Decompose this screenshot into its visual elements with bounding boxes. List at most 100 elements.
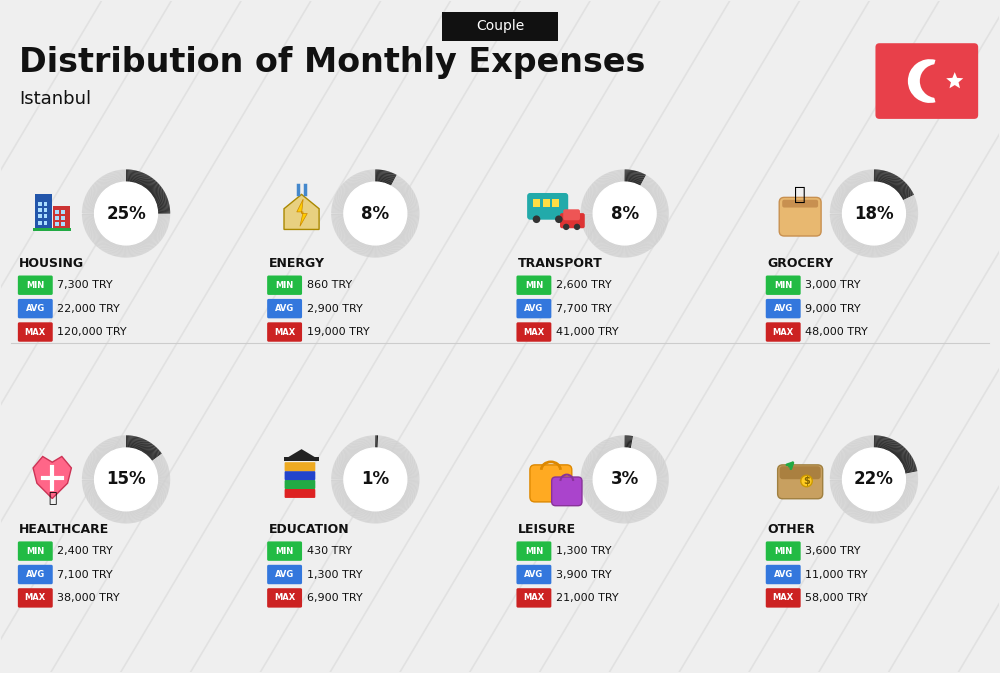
FancyBboxPatch shape [61, 210, 65, 213]
Text: AVG: AVG [774, 570, 793, 579]
Text: 8%: 8% [361, 205, 389, 223]
Text: 3%: 3% [611, 470, 639, 489]
FancyBboxPatch shape [38, 208, 42, 212]
Polygon shape [946, 72, 963, 88]
FancyBboxPatch shape [766, 565, 801, 584]
FancyBboxPatch shape [55, 210, 59, 213]
FancyBboxPatch shape [44, 221, 47, 225]
FancyBboxPatch shape [44, 215, 47, 218]
Text: MAX: MAX [773, 328, 794, 336]
Circle shape [95, 448, 157, 511]
Text: 3,600 TRY: 3,600 TRY [805, 546, 861, 556]
FancyBboxPatch shape [285, 471, 315, 480]
Text: AVG: AVG [275, 570, 294, 579]
FancyBboxPatch shape [61, 223, 65, 226]
Text: 1%: 1% [361, 470, 389, 489]
FancyBboxPatch shape [35, 194, 52, 229]
Text: 1,300 TRY: 1,300 TRY [307, 569, 362, 579]
Text: Distribution of Monthly Expenses: Distribution of Monthly Expenses [19, 46, 646, 79]
FancyBboxPatch shape [38, 202, 42, 205]
Circle shape [533, 215, 540, 223]
FancyBboxPatch shape [552, 199, 559, 207]
FancyBboxPatch shape [267, 322, 302, 342]
Text: 3,900 TRY: 3,900 TRY [556, 569, 611, 579]
FancyBboxPatch shape [527, 193, 568, 219]
Text: 18%: 18% [854, 205, 894, 223]
FancyBboxPatch shape [267, 565, 302, 584]
FancyBboxPatch shape [18, 299, 53, 318]
FancyBboxPatch shape [778, 465, 823, 499]
Text: AVG: AVG [774, 304, 793, 313]
FancyBboxPatch shape [53, 205, 70, 229]
Text: MIN: MIN [275, 281, 294, 289]
FancyBboxPatch shape [38, 221, 42, 225]
Text: 430 TRY: 430 TRY [307, 546, 352, 556]
Text: MAX: MAX [25, 328, 46, 336]
Text: MAX: MAX [274, 328, 295, 336]
Circle shape [843, 182, 905, 245]
FancyBboxPatch shape [533, 199, 540, 207]
Circle shape [574, 223, 580, 230]
Text: MAX: MAX [523, 328, 545, 336]
Text: MAX: MAX [25, 594, 46, 602]
Text: 11,000 TRY: 11,000 TRY [805, 569, 868, 579]
Text: AVG: AVG [524, 304, 544, 313]
Text: MAX: MAX [523, 594, 545, 602]
Text: Istanbul: Istanbul [19, 90, 91, 108]
Text: 3,000 TRY: 3,000 TRY [805, 280, 861, 290]
Text: LEISURE: LEISURE [518, 523, 576, 536]
FancyBboxPatch shape [285, 480, 315, 489]
FancyBboxPatch shape [766, 588, 801, 608]
FancyBboxPatch shape [267, 299, 302, 318]
FancyBboxPatch shape [516, 541, 551, 561]
Text: 7,300 TRY: 7,300 TRY [57, 280, 113, 290]
Text: MIN: MIN [774, 281, 792, 289]
Text: 🤲: 🤲 [48, 491, 56, 505]
FancyBboxPatch shape [766, 541, 801, 561]
Text: 41,000 TRY: 41,000 TRY [556, 327, 618, 337]
Circle shape [95, 182, 157, 245]
Text: 19,000 TRY: 19,000 TRY [307, 327, 369, 337]
FancyBboxPatch shape [875, 43, 978, 119]
Text: 22,000 TRY: 22,000 TRY [57, 304, 120, 314]
Text: OTHER: OTHER [767, 523, 815, 536]
Circle shape [344, 182, 407, 245]
Text: 🥦: 🥦 [794, 185, 806, 204]
Text: MIN: MIN [774, 546, 792, 556]
Text: 860 TRY: 860 TRY [307, 280, 352, 290]
Wedge shape [908, 59, 935, 103]
Text: MIN: MIN [525, 546, 543, 556]
FancyBboxPatch shape [38, 215, 42, 218]
Text: $: $ [803, 476, 810, 486]
FancyBboxPatch shape [18, 275, 53, 295]
Text: 25%: 25% [106, 205, 146, 223]
FancyBboxPatch shape [44, 202, 47, 205]
FancyBboxPatch shape [18, 541, 53, 561]
Text: HOUSING: HOUSING [19, 257, 84, 270]
Text: 2,900 TRY: 2,900 TRY [307, 304, 362, 314]
FancyBboxPatch shape [18, 588, 53, 608]
Text: MIN: MIN [26, 546, 44, 556]
Text: MAX: MAX [274, 594, 295, 602]
Text: 2,600 TRY: 2,600 TRY [556, 280, 611, 290]
Wedge shape [920, 64, 941, 98]
Text: 7,700 TRY: 7,700 TRY [556, 304, 612, 314]
FancyBboxPatch shape [530, 465, 572, 502]
FancyBboxPatch shape [267, 275, 302, 295]
Circle shape [344, 448, 407, 511]
Polygon shape [286, 449, 318, 459]
Text: 22%: 22% [854, 470, 894, 489]
Text: AVG: AVG [524, 570, 544, 579]
Text: AVG: AVG [26, 304, 45, 313]
FancyBboxPatch shape [560, 213, 585, 228]
Text: MAX: MAX [773, 594, 794, 602]
Text: 7,100 TRY: 7,100 TRY [57, 569, 113, 579]
Polygon shape [284, 194, 319, 229]
Text: 6,900 TRY: 6,900 TRY [307, 593, 362, 603]
FancyBboxPatch shape [285, 489, 315, 498]
FancyBboxPatch shape [18, 565, 53, 584]
FancyBboxPatch shape [516, 275, 551, 295]
FancyBboxPatch shape [516, 565, 551, 584]
FancyBboxPatch shape [55, 216, 59, 220]
FancyBboxPatch shape [55, 223, 59, 226]
